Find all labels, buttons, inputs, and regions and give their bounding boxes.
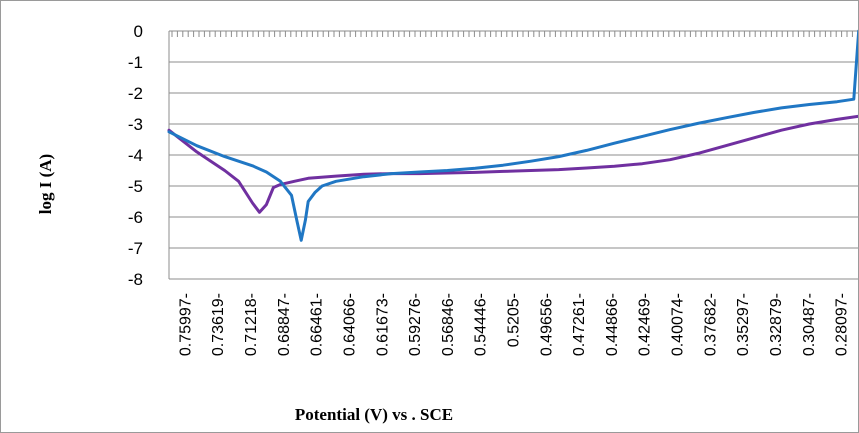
x-axis-title: Potential (V) vs . SCE	[295, 405, 453, 424]
gridlines	[169, 30, 858, 280]
x-tick-label: 0.42469-	[637, 293, 654, 356]
x-tick-label: 0.59276-	[407, 293, 424, 356]
x-tick-label: 0.47261-	[571, 293, 588, 356]
x-tick-label: 0.44866-	[604, 293, 621, 356]
x-tick-label: 0.54446-	[473, 293, 490, 356]
x-tick-label: 0.75997-	[177, 293, 194, 356]
x-tick-label: 0.30487-	[801, 293, 818, 356]
x-tick-label: 0.37682-	[702, 293, 719, 356]
y-tick-label: -6	[128, 208, 143, 227]
x-tick-label: 0.73619-	[210, 293, 227, 356]
x-tick-label: 0.32879-	[768, 293, 785, 356]
y-tick-label: -3	[128, 115, 143, 134]
x-tick-label: 0.68847-	[276, 293, 293, 356]
x-tick-label: 0.5205-	[506, 293, 523, 347]
y-tick-label: -7	[128, 239, 143, 258]
x-tick-label: 0.66461-	[309, 293, 326, 356]
y-tick-label: -5	[128, 177, 143, 196]
x-tick-label: 0.61673-	[374, 293, 391, 356]
y-tick-label: -1	[128, 53, 143, 72]
x-tick-label: 0.49656-	[538, 293, 555, 356]
series-layer	[167, 29, 858, 242]
x-axis-tick-labels: 0.75997- 0.73619- 0.71218- 0.68847- 0.66461-…	[177, 293, 850, 356]
x-tick-label: 0.64066-	[342, 293, 359, 356]
y-axis-title: log I (A)	[36, 154, 55, 214]
x-tick-label: 0.35297-	[735, 293, 752, 356]
x-tick-label: 0.28097-	[834, 293, 851, 356]
x-tick-label: 0.40074-	[670, 293, 687, 356]
y-tick-label: -4	[128, 146, 143, 165]
plot-area	[168, 31, 853, 279]
y-tick-label: 0	[134, 22, 143, 41]
series-line-2	[167, 29, 858, 242]
x-tick-label: 0.56846-	[440, 293, 457, 356]
y-tick-label: -2	[128, 84, 143, 103]
y-tick-label: -8	[128, 270, 143, 289]
y-axis-tick-labels: 0 -1 -2 -3 -4 -5 -6 -7 -8	[128, 22, 143, 289]
x-tick-label: 0.71218-	[243, 293, 260, 356]
